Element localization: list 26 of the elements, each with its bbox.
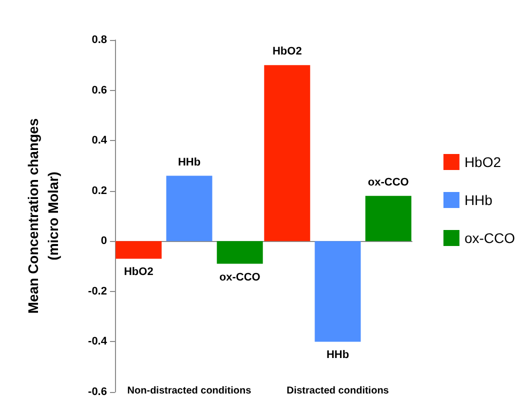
y-tick-label: 0.6 [92, 84, 107, 96]
bar [365, 196, 412, 242]
annotation: HHb [326, 349, 350, 362]
y-tick-label: -0.4 [88, 336, 108, 348]
annotation: HHb [178, 156, 201, 168]
x-tick-label: Non-distracted conditions [127, 386, 252, 396]
bar [216, 241, 263, 264]
legend-label: HHb [464, 192, 493, 208]
annotation: HbO2 [124, 266, 154, 278]
y-tick-label: 0 [100, 235, 107, 248]
bar [116, 241, 162, 259]
y-axis-title: Mean Concentration changes (micro Molar) [25, 118, 61, 314]
bar [264, 65, 310, 242]
annotation: ox-CCO [219, 271, 261, 284]
x-tick-label: Distracted conditions [286, 386, 390, 396]
annotation: HbO2 [272, 46, 302, 58]
annotation: ox-CCO [368, 176, 410, 188]
y-tick-label: -0.6 [88, 386, 107, 398]
y-tick-label: 0.2 [92, 184, 107, 197]
y-tick-label: 0.4 [92, 134, 108, 147]
bar [314, 241, 361, 342]
y-tick-label: -0.2 [88, 285, 107, 298]
bar [166, 176, 212, 242]
y-tick-label: 0.8 [92, 34, 107, 46]
legend-label: ox-CCO [464, 230, 516, 246]
legend-label: HbO2 [464, 154, 502, 170]
